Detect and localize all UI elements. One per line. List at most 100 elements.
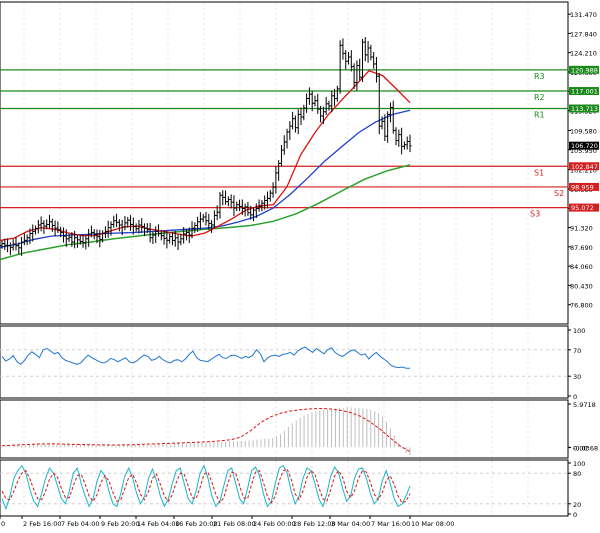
candle bbox=[402, 141, 406, 150]
x-tick-label: 7 Feb 04:00 bbox=[61, 520, 100, 528]
y-tick-label: 80 bbox=[573, 470, 581, 478]
candle bbox=[179, 233, 183, 246]
candle bbox=[310, 91, 314, 112]
candle bbox=[338, 40, 342, 94]
y-tick-label: 100 bbox=[573, 460, 585, 468]
candle bbox=[50, 218, 54, 232]
candle bbox=[268, 189, 272, 202]
candle bbox=[257, 199, 261, 212]
candle bbox=[31, 224, 35, 242]
x-tick-label: 0 bbox=[1, 520, 5, 528]
rsi-line bbox=[1, 346, 410, 369]
candle bbox=[305, 93, 309, 113]
x-tick-label: 10 Mar 08:00 bbox=[411, 520, 454, 528]
candle bbox=[151, 231, 155, 245]
candle bbox=[92, 229, 96, 240]
candle bbox=[123, 215, 127, 231]
candle bbox=[137, 219, 141, 234]
candle bbox=[162, 230, 166, 245]
candle bbox=[372, 51, 376, 69]
candle bbox=[36, 219, 40, 234]
candle bbox=[229, 194, 233, 209]
candle bbox=[112, 215, 116, 228]
stochastic-panel: 100 80 20 0 bbox=[0, 459, 585, 519]
candle bbox=[45, 219, 49, 230]
candle bbox=[235, 201, 239, 212]
candle bbox=[380, 116, 384, 130]
candle bbox=[145, 223, 149, 233]
y-tick-label: 5.9718 bbox=[573, 401, 596, 409]
candle bbox=[131, 217, 135, 235]
price-gridlines bbox=[23, 3, 529, 323]
candle bbox=[187, 227, 191, 244]
candle bbox=[25, 234, 29, 246]
candle bbox=[360, 38, 364, 83]
candle bbox=[313, 95, 317, 107]
candle bbox=[232, 195, 236, 216]
candle bbox=[204, 211, 208, 226]
candle bbox=[143, 223, 147, 237]
candle bbox=[28, 228, 32, 245]
candle bbox=[335, 85, 339, 102]
candle bbox=[17, 242, 21, 255]
candle bbox=[386, 111, 390, 143]
support-resistance-levels bbox=[0, 69, 568, 209]
macd-panel: 5.9718 0.00-0.0368 bbox=[0, 399, 598, 459]
sma-mid-line bbox=[0, 109, 411, 248]
candle bbox=[14, 237, 18, 251]
candle bbox=[42, 220, 46, 235]
current-price-label: 106.720 bbox=[571, 142, 598, 150]
candle bbox=[120, 219, 124, 236]
candle bbox=[64, 229, 68, 247]
candle bbox=[383, 114, 387, 142]
candle bbox=[81, 234, 85, 248]
candle bbox=[243, 203, 247, 217]
candle bbox=[84, 235, 88, 250]
candle bbox=[344, 50, 348, 70]
candle bbox=[355, 60, 359, 91]
price-panel-frame bbox=[0, 1, 569, 325]
macd-signal-line bbox=[1, 407, 411, 453]
candle bbox=[316, 93, 320, 114]
y-tick-label: 91.320 bbox=[570, 225, 593, 233]
macd-panel-frame bbox=[0, 399, 569, 459]
candle bbox=[106, 220, 110, 238]
level-price-box bbox=[569, 182, 599, 191]
candle bbox=[67, 234, 71, 242]
candle bbox=[296, 109, 300, 135]
candle bbox=[263, 195, 267, 210]
x-tick-label: 2 Feb 16:00 bbox=[23, 520, 62, 528]
candle bbox=[98, 229, 102, 248]
macd-gridlines bbox=[23, 401, 529, 457]
macd-signal-line bbox=[1, 407, 411, 453]
candle bbox=[307, 87, 311, 105]
candle bbox=[159, 230, 163, 241]
y-tick-label: 109.580 bbox=[570, 127, 597, 135]
candle bbox=[369, 44, 373, 61]
price-candles bbox=[0, 37, 412, 256]
level-price-label: 98.959 bbox=[571, 183, 594, 191]
candle bbox=[288, 121, 292, 140]
candle bbox=[176, 234, 180, 250]
candle bbox=[349, 50, 353, 72]
x-tick-label: 28 Feb 12:00 bbox=[293, 520, 336, 528]
current-price-marker: 106.720 bbox=[569, 141, 599, 150]
y-tick-label: 105.950 bbox=[570, 147, 597, 155]
y-tick-label: 131.470 bbox=[570, 11, 597, 19]
candle bbox=[11, 239, 15, 251]
candle bbox=[117, 219, 121, 232]
candle bbox=[327, 100, 331, 111]
candle bbox=[324, 96, 328, 115]
candle bbox=[388, 102, 392, 123]
candle bbox=[224, 190, 228, 205]
candle bbox=[282, 135, 286, 155]
rsi-axis-ticks: 100 70 30 0 bbox=[568, 327, 585, 401]
rsi-panel-frame bbox=[0, 325, 569, 399]
candle bbox=[0, 240, 4, 249]
candle bbox=[366, 41, 370, 63]
candle bbox=[129, 215, 133, 231]
x-tick-label: 14 Feb 04:00 bbox=[137, 520, 180, 528]
candle bbox=[265, 191, 269, 209]
level-price-label: 113.713 bbox=[571, 105, 598, 113]
